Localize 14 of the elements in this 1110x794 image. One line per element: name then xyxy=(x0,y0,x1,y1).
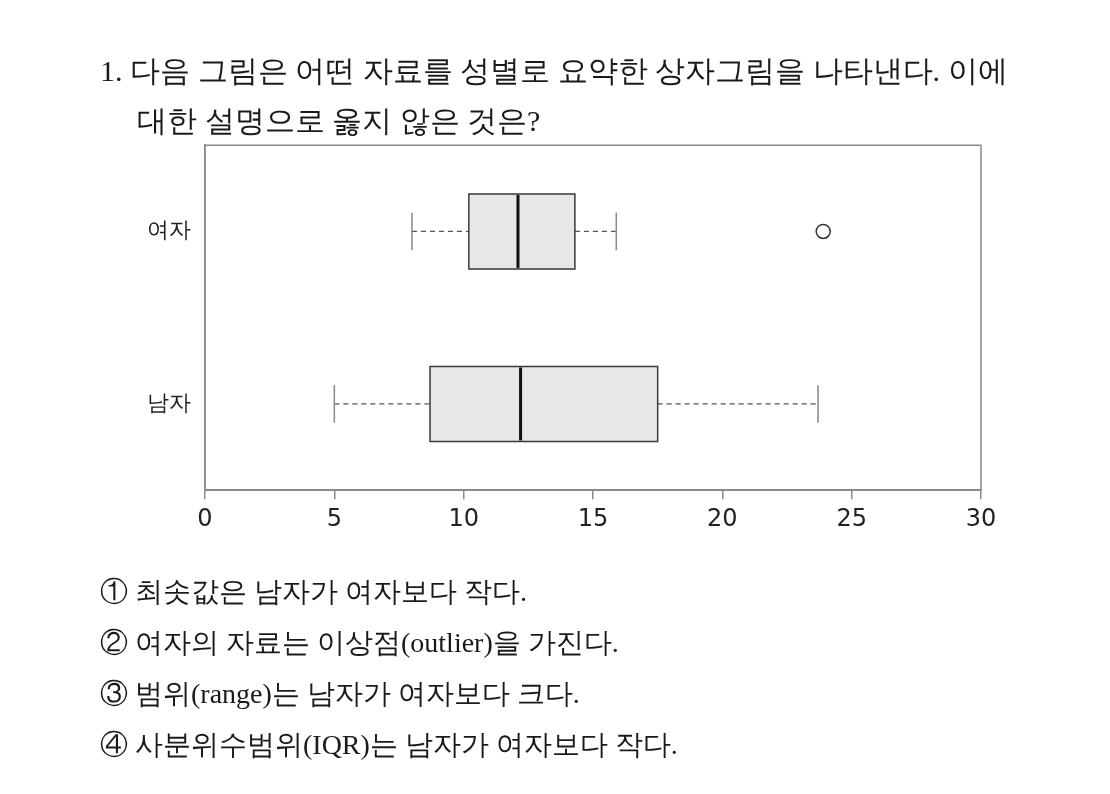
x-tick-label: 25 xyxy=(836,503,867,532)
x-tick-label: 5 xyxy=(326,503,342,532)
text: ③ 범위(range)는 남자가 여자보다 크다. xyxy=(100,677,581,711)
text: ② 여자의 자료는 이상점(outlier)을 가진다. xyxy=(100,626,620,660)
chart-title: 1. 다음 그림은 어떤 자료를 성별로 요약한 상자그림을 나타낸다. 이에 대한 설명으로 옳지 않은 것은? xyxy=(100,53,1009,139)
text: ① 최솟값은 남자가 여자보다 작다. xyxy=(100,575,528,609)
x-tick-label: 0 xyxy=(197,503,213,532)
text: ④ 사분위수범위(IQR)는 남자가 여자보다 작다. xyxy=(100,728,679,762)
x-tick-label: 30 xyxy=(965,503,997,532)
y-tick-label: 남자 xyxy=(147,389,191,415)
x-tick-label: 20 xyxy=(707,503,738,532)
y-tick-label: 여자 xyxy=(147,217,191,243)
x-tick-label: 10 xyxy=(448,503,479,532)
x-tick-label: 15 xyxy=(577,503,609,532)
